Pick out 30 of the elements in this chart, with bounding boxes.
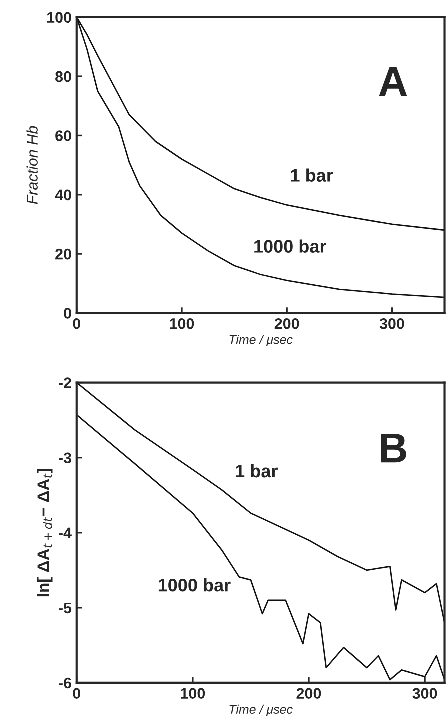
x-tick-label: 300 — [380, 318, 404, 330]
x-tick-label: 100 — [170, 318, 194, 330]
x-tick-label: 300 — [412, 688, 438, 700]
y-tick-label: -3 — [59, 452, 72, 464]
line-series — [76, 414, 445, 681]
x-tick-label: 100 — [181, 688, 206, 700]
series-label: 1 bar — [236, 464, 278, 478]
y-tick-label: -4 — [59, 528, 72, 538]
annotation: A — [379, 68, 408, 96]
y-axis-title: Fraction Hb — [26, 126, 38, 204]
y-tick-label: 0 — [64, 308, 72, 319]
series-label: 1000 bar — [254, 240, 326, 253]
x-tick-label: 200 — [274, 318, 300, 330]
x-axis-title: Time / μsec — [230, 335, 293, 347]
series-label: 1 bar — [291, 168, 334, 182]
y-tick-label: -5 — [59, 602, 72, 614]
y-tick-label: 20 — [56, 248, 72, 260]
y-tick-label: -2 — [59, 378, 72, 388]
y-tick-label: -6 — [59, 678, 72, 689]
y-tick-label: 100 — [47, 12, 72, 24]
y-axis-title: ln[ ΔA$_{t+dt}$− ΔA$_{t}$] — [37, 469, 53, 597]
y-tick-label: 80 — [56, 71, 72, 82]
x-tick-label: 0 — [73, 318, 81, 330]
annotation: B — [381, 434, 406, 463]
x-tick-label: 0 — [73, 688, 81, 700]
series-label: 1000 bar — [158, 578, 231, 592]
x-axis-title: Time / μsec — [230, 704, 293, 716]
y-tick-label: 60 — [56, 130, 72, 142]
y-tick-label: 40 — [55, 190, 72, 201]
x-tick-label: 200 — [296, 688, 322, 700]
